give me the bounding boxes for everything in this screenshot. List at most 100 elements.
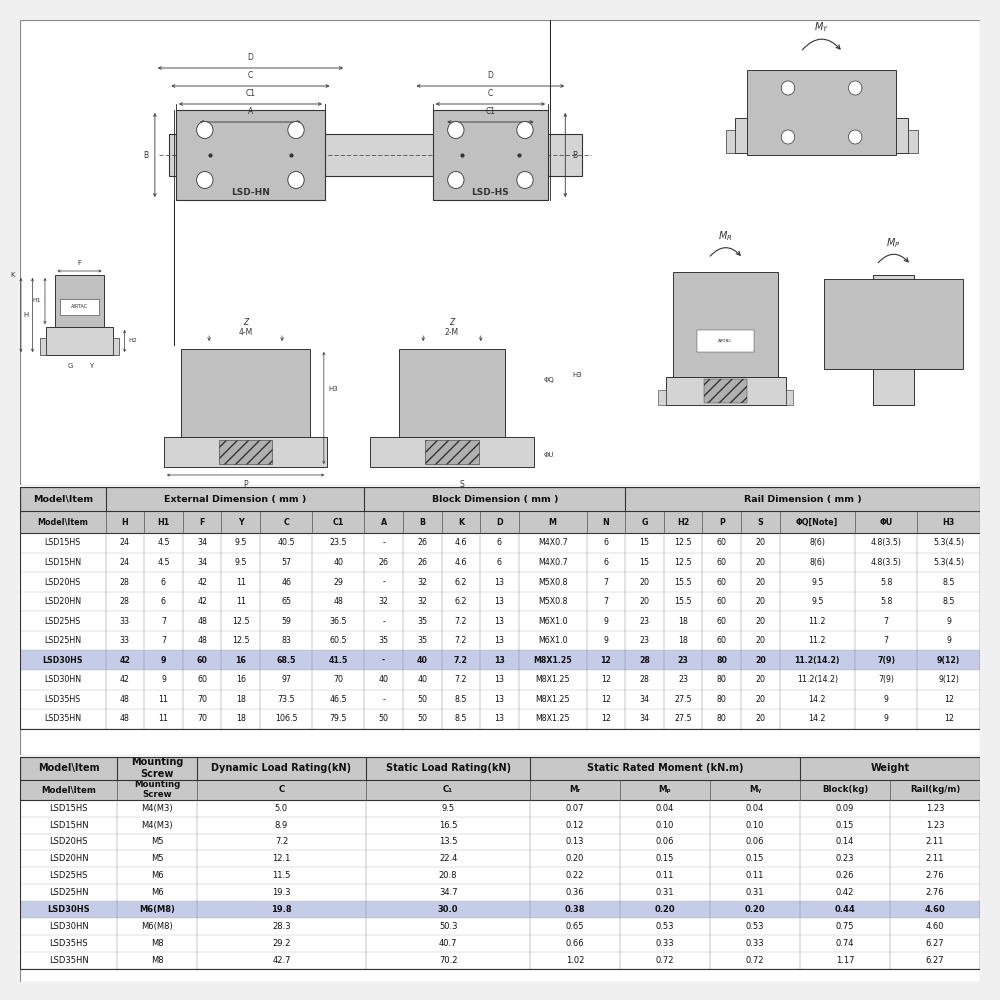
Text: 2.11: 2.11 [926,854,944,863]
Text: 28: 28 [639,656,650,665]
Text: Mᵧ: Mᵧ [749,785,761,794]
Text: 0.13: 0.13 [566,837,584,846]
Text: 12: 12 [601,675,611,684]
Text: 60: 60 [717,597,727,606]
Text: H3: H3 [572,372,582,378]
Bar [20,850,980,867]
Text: 34.7: 34.7 [439,888,457,897]
Text: 15: 15 [640,538,650,547]
Text: H3: H3 [329,386,338,392]
Text: Dynamic Load Rating(kN): Dynamic Load Rating(kN) [211,763,351,773]
Text: 28.3: 28.3 [272,922,291,931]
Bar [20,833,980,850]
Text: M: M [549,518,557,527]
Bar [169,134,582,176]
Text: K: K [11,272,15,278]
Text: 97: 97 [281,675,291,684]
Bar [824,279,963,369]
Bar [20,592,980,611]
Text: 7(9): 7(9) [877,656,895,665]
Bar [914,308,938,334]
Text: 6: 6 [497,558,502,567]
Text: C₁: C₁ [443,785,453,794]
Text: LSD15HS: LSD15HS [45,538,81,547]
Text: M6: M6 [151,888,163,897]
Text: 27.5: 27.5 [674,714,692,723]
Text: 9: 9 [603,636,608,645]
Circle shape [781,130,795,144]
Text: 5.8: 5.8 [880,597,892,606]
Text: M4(M3): M4(M3) [141,821,173,830]
Text: 23: 23 [640,617,650,626]
Text: ΦU: ΦU [543,452,554,458]
Text: 60: 60 [717,636,727,645]
Text: 65: 65 [281,597,291,606]
Bar [20,918,980,935]
Text: 46.5: 46.5 [330,695,347,704]
Text: 27.5: 27.5 [674,695,692,704]
Circle shape [848,81,862,95]
Circle shape [197,122,213,139]
Text: 0.33: 0.33 [656,939,674,948]
Text: 9.5: 9.5 [811,578,823,587]
Text: 60: 60 [717,617,727,626]
Text: 6: 6 [161,597,166,606]
Text: 60: 60 [717,578,727,587]
Text: 26: 26 [379,558,389,567]
Text: 6.27: 6.27 [926,939,944,948]
Text: 9: 9 [603,617,608,626]
Text: 70: 70 [197,714,207,723]
Text: C: C [283,518,289,527]
Text: 9.5: 9.5 [235,538,247,547]
Text: 18: 18 [236,714,246,723]
Text: B: B [572,150,577,159]
Text: 70.2: 70.2 [439,956,457,965]
Text: 26: 26 [417,558,427,567]
Text: 6: 6 [603,538,608,547]
Bar [55,275,104,327]
Text: 6.2: 6.2 [455,578,467,587]
Text: C1: C1 [333,518,344,527]
Text: 35: 35 [379,636,389,645]
Text: 40: 40 [417,656,428,665]
Text: Z: Z [243,318,248,327]
Text: Static Load Rating(kN): Static Load Rating(kN) [386,763,511,773]
Text: 0.65: 0.65 [566,922,584,931]
Text: 13: 13 [494,578,504,587]
Text: LSD30HS: LSD30HS [47,905,90,914]
Bar [20,780,980,800]
Text: 19.3: 19.3 [272,888,291,897]
Text: 8.5: 8.5 [943,578,955,587]
Bar [20,867,980,884]
Text: LSD-HN: LSD-HN [231,188,270,197]
Text: 20: 20 [755,695,765,704]
Text: 35: 35 [417,636,427,645]
Text: 9(12): 9(12) [937,656,960,665]
Bar [20,487,980,511]
Text: 16: 16 [235,656,246,665]
Text: 35: 35 [417,617,427,626]
Text: LSD35HS: LSD35HS [49,939,88,948]
Text: 80: 80 [717,714,727,723]
Bar [20,533,980,553]
Text: K: K [458,518,464,527]
Bar [46,327,113,355]
Text: 7(9): 7(9) [878,675,894,684]
Text: 0.20: 0.20 [745,905,765,914]
Text: S: S [459,480,464,489]
Text: 0.22: 0.22 [566,871,584,880]
Text: 0.11: 0.11 [656,871,674,880]
Text: M5X0.8: M5X0.8 [538,597,567,606]
Text: Block(kg): Block(kg) [822,785,868,794]
Bar [20,690,980,709]
Text: 42: 42 [119,656,130,665]
Text: C1: C1 [485,107,495,116]
Text: F: F [199,518,205,527]
Text: M$_P$: M$_P$ [886,236,901,250]
Text: D: D [487,71,493,80]
Text: 13: 13 [494,695,504,704]
Text: 19.8: 19.8 [271,905,292,914]
Text: 48: 48 [197,636,207,645]
Text: 7: 7 [603,578,608,587]
Text: 0.23: 0.23 [836,854,854,863]
